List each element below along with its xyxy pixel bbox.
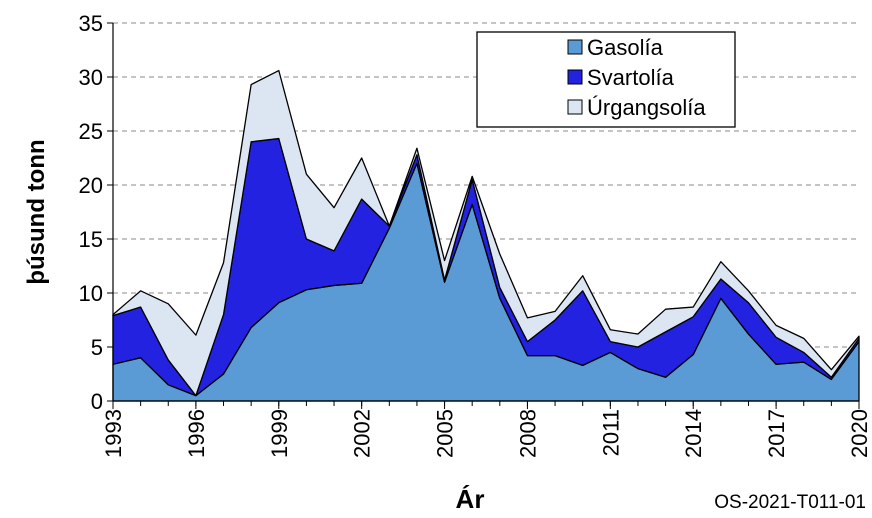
y-tick-label: 10	[79, 281, 103, 306]
y-axis-label: þúsund tonn	[23, 139, 50, 284]
x-axis-label: Ár	[456, 484, 485, 514]
y-tick-label: 5	[91, 335, 103, 360]
legend-swatch	[567, 99, 583, 115]
legend-box	[476, 31, 736, 128]
x-tick-label: 1996	[184, 409, 209, 458]
legend-swatch	[567, 39, 583, 55]
y-tick-label: 15	[79, 227, 103, 252]
legend-label: Svartolía	[587, 65, 675, 90]
y-tick-label: 35	[79, 11, 103, 36]
y-tick-label: 25	[79, 119, 103, 144]
area	[112, 69, 860, 397]
x-tick-label: 2005	[433, 409, 458, 458]
x-tick-label: 2020	[847, 409, 872, 458]
x-tick-label: 1999	[267, 409, 292, 458]
legend-swatch	[567, 69, 583, 85]
x-tick-label: 2017	[764, 409, 789, 458]
legend: Gasolía Svartolía Úrgangsolía	[476, 31, 736, 128]
y-tick-label: 30	[79, 65, 103, 90]
x-tick-label: 2002	[350, 409, 375, 458]
source-note: OS-2021-T011-01	[714, 492, 866, 513]
y-tick-label: 0	[91, 389, 103, 414]
legend-label: Úrgangsolía	[587, 95, 706, 120]
x-tick-label: 2011	[598, 409, 623, 456]
x-tick-label: 2008	[515, 409, 540, 458]
x-tick-label: 2014	[681, 409, 706, 458]
y-tick-label: 20	[79, 173, 103, 198]
legend-label: Gasolía	[587, 35, 664, 60]
x-tick-label: 1993	[101, 409, 126, 458]
